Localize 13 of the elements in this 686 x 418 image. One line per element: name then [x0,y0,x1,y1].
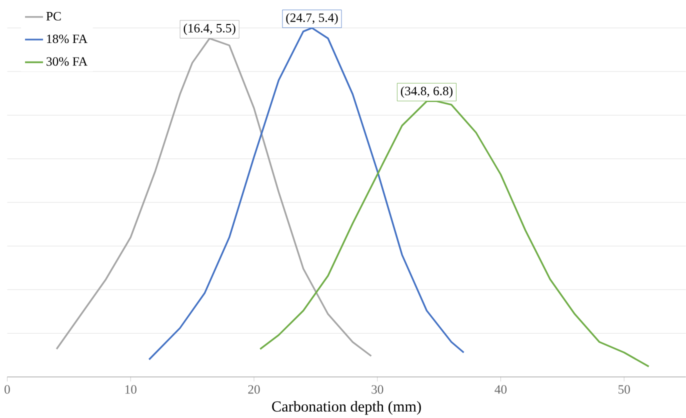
x-axis-title: Carbonation depth (mm) [272,400,421,415]
legend-label: 18% FA [47,34,88,44]
text: (24.7, 5.4) [286,12,338,24]
x-tick-label: 20 [248,385,260,394]
legend-label: PC [46,12,61,20]
annotation: (16.4, 5.5) [184,23,236,35]
x-tick-label: 30 [372,385,384,394]
annotation: (34.8, 6.8) [400,86,452,98]
legend-label: 30% FA [46,57,88,66]
x-tick-label: 0 [4,385,10,394]
x-tick-label: 50 [618,385,630,394]
x-tick-label: 10 [125,385,136,394]
x-tick-label: 40 [494,385,507,394]
